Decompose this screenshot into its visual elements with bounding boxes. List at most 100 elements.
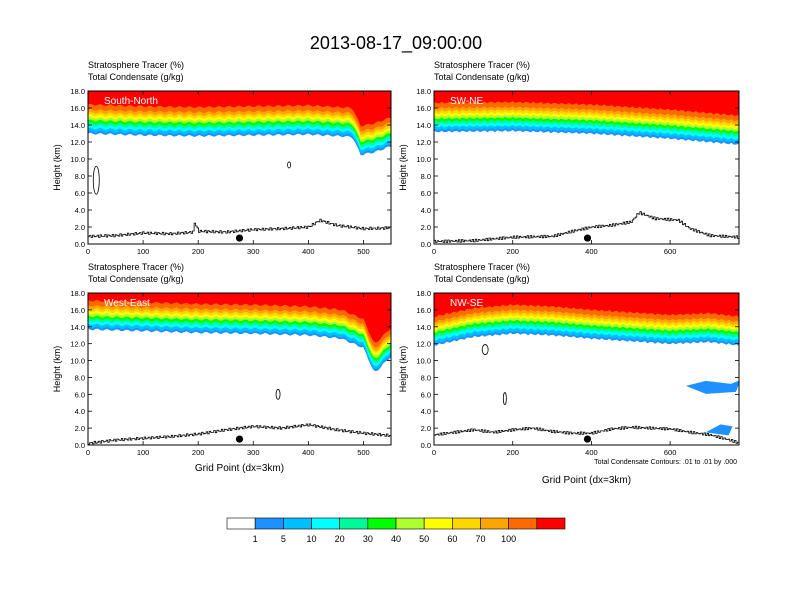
y-tick-label: 18.0 <box>70 289 85 298</box>
panel-title-line-1: Stratosphere Tracer (%) <box>88 60 184 70</box>
x-axis-label: Grid Point (dx=3km) <box>542 475 631 486</box>
panel-frame <box>433 292 740 446</box>
y-tick-label: 4.0 <box>75 206 85 215</box>
panel-nw-se: Stratosphere Tracer (%) Total Condensate … <box>398 262 740 486</box>
colorbar: 1 5 10 20 30 40 50 60 70 100 <box>226 517 566 544</box>
colorbar-label: 1 <box>253 534 258 544</box>
y-tick-label: 6.0 <box>75 390 85 399</box>
y-tick-label: 14.0 <box>416 121 431 130</box>
x-tick-label: 400 <box>585 247 598 256</box>
y-tick-label: 16.0 <box>70 306 85 315</box>
x-tick-label: 200 <box>192 247 205 256</box>
y-tick-label: 6.0 <box>75 189 85 198</box>
colorbar-swatch <box>226 517 256 530</box>
panel-frame <box>87 292 392 446</box>
x-tick-label: 100 <box>137 247 150 256</box>
y-axis-label: Height (km) <box>398 346 408 393</box>
y-tick-label: 14.0 <box>416 323 431 332</box>
x-tick-label: 300 <box>247 247 260 256</box>
y-tick-label: 18.0 <box>416 87 431 96</box>
colorbar-label: 5 <box>281 534 286 544</box>
y-tick-label: 12.0 <box>416 138 431 147</box>
tracer-band-11 <box>88 91 391 127</box>
panel-label: South-North <box>104 96 158 107</box>
y-tick-label: 0.0 <box>75 240 85 249</box>
x-tick-label: 400 <box>302 247 315 256</box>
y-axis-label: Height (km) <box>398 144 408 191</box>
terrain-line <box>88 218 391 238</box>
cross-point-marker <box>583 435 592 443</box>
y-tick-label: 18.0 <box>70 87 85 96</box>
x-tick-label: 200 <box>506 247 519 256</box>
y-tick-label: 4.0 <box>75 407 85 416</box>
panel-title-line-1: Stratosphere Tracer (%) <box>88 262 184 272</box>
tracer-band-10 <box>88 293 391 348</box>
x-tick-label: 500 <box>357 448 370 457</box>
tracer-patch <box>685 380 739 394</box>
condensate-contour <box>287 161 291 169</box>
colorbar-swatch <box>395 517 425 530</box>
cross-point-marker <box>235 234 244 242</box>
panel-title-line-2: Total Condensate (g/kg) <box>88 274 184 284</box>
colorbar-label: 70 <box>475 534 485 544</box>
panel-south-north: Stratosphere Tracer (%) Total Condensate … <box>52 60 392 256</box>
x-axis-label: Grid Point (dx=3km) <box>195 463 284 474</box>
panel-label: NW-SE <box>450 298 483 309</box>
y-tick-label: 6.0 <box>421 189 431 198</box>
y-axis-label: Height (km) <box>52 346 62 393</box>
terrain-line <box>88 423 391 445</box>
y-tick-label: 8.0 <box>75 373 85 382</box>
panel-sw-ne: Stratosphere Tracer (%) Total Condensate … <box>398 60 740 256</box>
panel-frame <box>87 90 392 245</box>
plot-area <box>88 293 391 445</box>
colorbar-swatch <box>367 517 397 530</box>
y-tick-label: 14.0 <box>70 121 85 130</box>
x-tick-label: 200 <box>192 448 205 457</box>
y-tick-label: 10.0 <box>70 155 85 164</box>
y-tick-label: 2.0 <box>75 223 85 232</box>
colorbar-swatch <box>423 517 453 530</box>
y-tick-label: 4.0 <box>421 407 431 416</box>
panel-frame <box>433 90 740 245</box>
colorbar-label: 30 <box>363 534 373 544</box>
plot-area <box>434 293 739 444</box>
colorbar-swatch <box>311 517 340 530</box>
y-tick-label: 16.0 <box>416 306 431 315</box>
x-tick-label: 300 <box>247 448 260 457</box>
panel-title-line-2: Total Condensate (g/kg) <box>88 72 184 82</box>
y-tick-label: 2.0 <box>421 223 431 232</box>
condensate-contour <box>92 165 100 195</box>
y-tick-label: 10.0 <box>416 155 431 164</box>
y-tick-label: 16.0 <box>70 104 85 113</box>
plot-area <box>434 91 739 243</box>
condensate-contour <box>275 388 281 400</box>
cross-point-marker <box>583 234 592 242</box>
x-tick-label: 600 <box>664 247 677 256</box>
colorbar-swatch <box>283 517 312 530</box>
y-tick-label: 14.0 <box>70 323 85 332</box>
panel-label: SW-NE <box>450 96 483 107</box>
y-tick-label: 2.0 <box>421 424 431 433</box>
colorbar-swatch <box>536 517 566 530</box>
y-tick-label: 12.0 <box>70 138 85 147</box>
panel-title-line-2: Total Condensate (g/kg) <box>434 274 530 284</box>
y-tick-label: 10.0 <box>70 357 85 366</box>
y-axis-label: Height (km) <box>52 144 62 191</box>
panel-west-east: Stratosphere Tracer (%) Total Condensate … <box>52 262 392 474</box>
condensate-contour <box>502 392 507 405</box>
y-tick-label: 8.0 <box>421 373 431 382</box>
x-tick-label: 100 <box>137 448 150 457</box>
panel-title-line-1: Stratosphere Tracer (%) <box>434 262 530 272</box>
y-tick-label: 18.0 <box>416 289 431 298</box>
tracer-band-11 <box>434 91 739 116</box>
colorbar-swatch <box>480 517 509 530</box>
colorbar-label: 20 <box>335 534 345 544</box>
colorbar-swatch <box>339 517 369 530</box>
x-tick-label: 0 <box>432 448 436 457</box>
x-tick-label: 400 <box>585 448 598 457</box>
y-tick-label: 6.0 <box>421 390 431 399</box>
y-tick-label: 4.0 <box>421 206 431 215</box>
y-tick-label: 0.0 <box>75 441 85 450</box>
y-tick-label: 8.0 <box>421 172 431 181</box>
